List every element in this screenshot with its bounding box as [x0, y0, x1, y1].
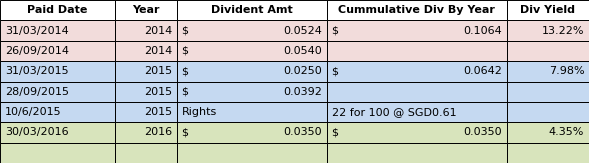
Text: 10/6/2015: 10/6/2015: [5, 107, 61, 117]
Text: 2015: 2015: [144, 107, 172, 117]
FancyBboxPatch shape: [115, 41, 177, 61]
FancyBboxPatch shape: [327, 82, 507, 102]
Text: 2015: 2015: [144, 87, 172, 97]
FancyBboxPatch shape: [507, 61, 589, 82]
FancyBboxPatch shape: [177, 41, 327, 61]
Text: 4.35%: 4.35%: [549, 127, 584, 137]
FancyBboxPatch shape: [507, 122, 589, 143]
FancyBboxPatch shape: [327, 41, 507, 61]
FancyBboxPatch shape: [507, 41, 589, 61]
Text: Div Yield: Div Yield: [520, 5, 575, 15]
Text: Paid Date: Paid Date: [27, 5, 88, 15]
FancyBboxPatch shape: [507, 20, 589, 41]
Text: Cummulative Div By Year: Cummulative Div By Year: [338, 5, 495, 15]
FancyBboxPatch shape: [507, 82, 589, 102]
FancyBboxPatch shape: [0, 0, 115, 20]
FancyBboxPatch shape: [177, 61, 327, 82]
Text: $: $: [181, 87, 188, 97]
FancyBboxPatch shape: [507, 102, 589, 122]
Text: 0.0642: 0.0642: [463, 66, 502, 76]
FancyBboxPatch shape: [177, 143, 327, 163]
Text: 0.0350: 0.0350: [283, 127, 322, 137]
Text: 2015: 2015: [144, 66, 172, 76]
Text: Divident Amt: Divident Amt: [211, 5, 293, 15]
FancyBboxPatch shape: [327, 61, 507, 82]
Text: 7.98%: 7.98%: [549, 66, 584, 76]
FancyBboxPatch shape: [327, 20, 507, 41]
Text: 2016: 2016: [144, 127, 172, 137]
Text: $: $: [181, 66, 188, 76]
FancyBboxPatch shape: [0, 20, 115, 41]
Text: $: $: [181, 26, 188, 36]
FancyBboxPatch shape: [327, 143, 507, 163]
Text: $: $: [332, 66, 339, 76]
FancyBboxPatch shape: [177, 0, 327, 20]
Text: 30/03/2016: 30/03/2016: [5, 127, 68, 137]
FancyBboxPatch shape: [507, 0, 589, 20]
FancyBboxPatch shape: [177, 102, 327, 122]
Text: 0.1064: 0.1064: [463, 26, 502, 36]
Text: 0.0524: 0.0524: [283, 26, 322, 36]
FancyBboxPatch shape: [115, 102, 177, 122]
FancyBboxPatch shape: [115, 143, 177, 163]
FancyBboxPatch shape: [327, 102, 507, 122]
FancyBboxPatch shape: [115, 122, 177, 143]
FancyBboxPatch shape: [0, 61, 115, 82]
Text: 28/09/2015: 28/09/2015: [5, 87, 69, 97]
Text: $: $: [332, 26, 339, 36]
Text: 2014: 2014: [144, 26, 172, 36]
Text: $: $: [332, 127, 339, 137]
FancyBboxPatch shape: [327, 122, 507, 143]
Text: Year: Year: [132, 5, 160, 15]
Text: $: $: [181, 127, 188, 137]
Text: 0.0540: 0.0540: [283, 46, 322, 56]
Text: 13.22%: 13.22%: [542, 26, 584, 36]
FancyBboxPatch shape: [0, 41, 115, 61]
FancyBboxPatch shape: [0, 122, 115, 143]
FancyBboxPatch shape: [115, 0, 177, 20]
FancyBboxPatch shape: [327, 0, 507, 20]
FancyBboxPatch shape: [115, 82, 177, 102]
Text: 0.0250: 0.0250: [283, 66, 322, 76]
Text: Rights: Rights: [181, 107, 217, 117]
Text: 0.0392: 0.0392: [283, 87, 322, 97]
FancyBboxPatch shape: [177, 82, 327, 102]
Text: 2014: 2014: [144, 46, 172, 56]
FancyBboxPatch shape: [177, 122, 327, 143]
FancyBboxPatch shape: [177, 20, 327, 41]
FancyBboxPatch shape: [507, 143, 589, 163]
Text: 31/03/2015: 31/03/2015: [5, 66, 68, 76]
FancyBboxPatch shape: [0, 102, 115, 122]
Text: $: $: [181, 46, 188, 56]
FancyBboxPatch shape: [115, 20, 177, 41]
FancyBboxPatch shape: [115, 61, 177, 82]
Text: 0.0350: 0.0350: [463, 127, 502, 137]
Text: 26/09/2014: 26/09/2014: [5, 46, 69, 56]
Text: 22 for 100 @ SGD0.61: 22 for 100 @ SGD0.61: [332, 107, 456, 117]
FancyBboxPatch shape: [0, 143, 115, 163]
Text: 31/03/2014: 31/03/2014: [5, 26, 68, 36]
FancyBboxPatch shape: [0, 82, 115, 102]
